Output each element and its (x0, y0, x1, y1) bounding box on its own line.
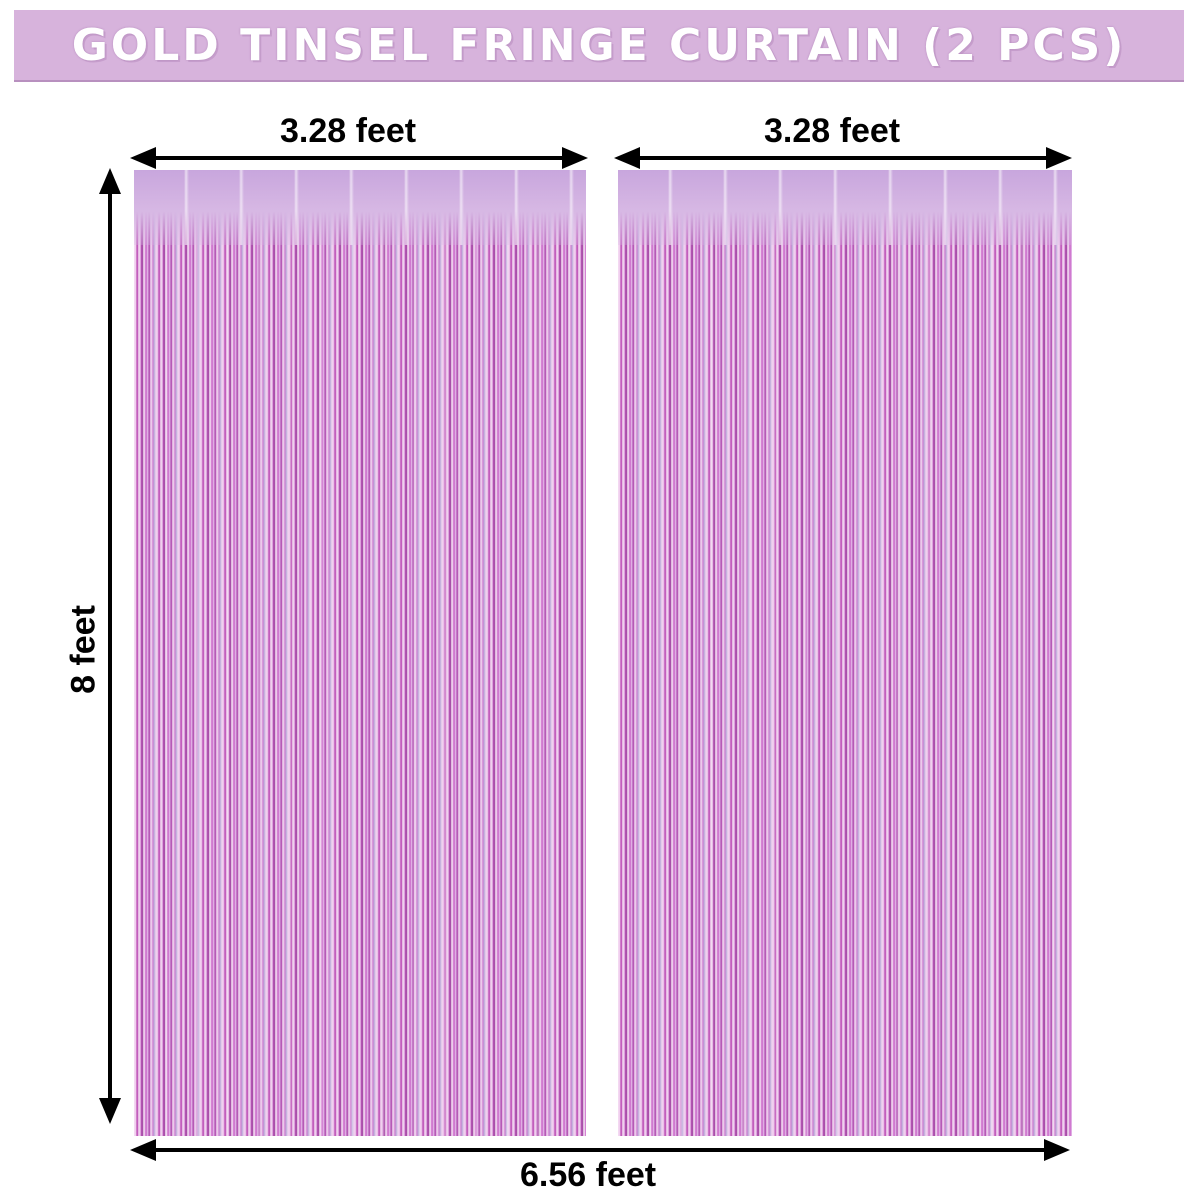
right-curtain (618, 170, 1072, 1136)
arrow-left-icon (614, 147, 640, 169)
arrow-up-icon (99, 168, 121, 194)
right-width-label: 3.28 feet (764, 112, 901, 150)
curtain-header-strip (134, 170, 586, 245)
arrow-right-icon (562, 147, 588, 169)
title-banner: GOLD TINSEL FRINGE CURTAIN (2 PCS) (14, 10, 1184, 82)
height-label: 8 feet (64, 605, 103, 694)
left-curtain (134, 170, 586, 1136)
arrow-right-icon (1044, 1139, 1070, 1161)
left-width-label: 3.28 feet (280, 112, 417, 150)
arrow-left-icon (130, 1139, 156, 1161)
right-width-line (636, 156, 1056, 160)
left-width-line (150, 156, 570, 160)
arrow-down-icon (99, 1098, 121, 1124)
curtain-header-strip (618, 170, 1072, 245)
arrow-left-icon (130, 147, 156, 169)
height-line (108, 190, 112, 1100)
total-width-label: 6.56 feet (520, 1156, 657, 1194)
banner-title: GOLD TINSEL FRINGE CURTAIN (2 PCS) (71, 19, 1127, 71)
total-width-line (150, 1148, 1050, 1152)
arrow-right-icon (1046, 147, 1072, 169)
